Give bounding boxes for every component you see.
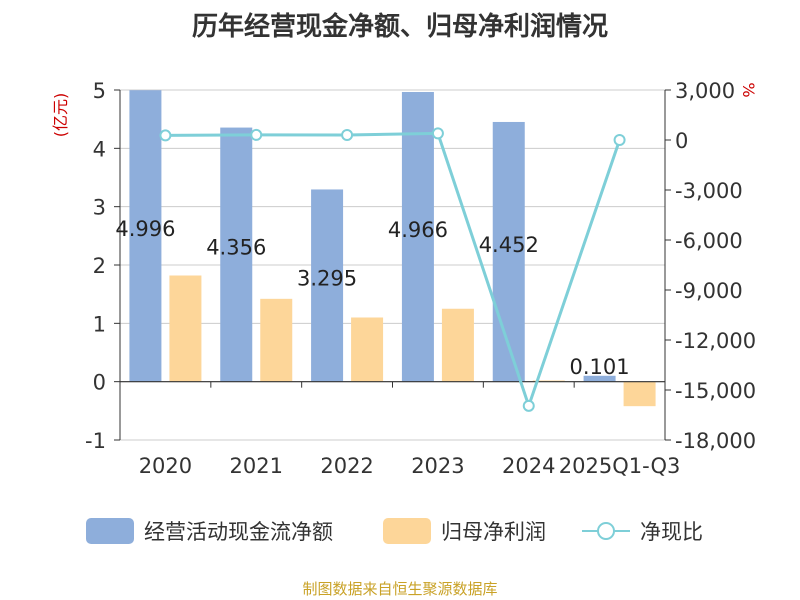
right-tick-label: 3,000 xyxy=(675,79,735,103)
right-tick-label: 0 xyxy=(675,129,688,153)
cashflow-bar xyxy=(583,375,616,382)
left-tick-label: 1 xyxy=(93,312,106,336)
legend-swatch-cashflow xyxy=(86,518,134,544)
ratio-point xyxy=(159,129,172,142)
x-tick-label: 2024 xyxy=(502,454,555,478)
left-axis-unit: (亿元) xyxy=(51,93,70,138)
profit-bar xyxy=(260,298,293,382)
profit-bar xyxy=(169,275,202,382)
cashflow-bar xyxy=(220,127,253,382)
right-tick-label: -12,000 xyxy=(675,329,756,353)
left-tick-label: -1 xyxy=(85,429,106,453)
cashflow-bar xyxy=(129,90,162,382)
ratio-point xyxy=(522,399,535,412)
right-axis-unit: % xyxy=(739,82,758,97)
cashflow-data-label: 4.452 xyxy=(479,233,539,257)
x-tick-label: 2025Q1-Q3 xyxy=(559,454,681,478)
x-tick-label: 2022 xyxy=(320,454,373,478)
profit-bars xyxy=(169,275,656,407)
legend-label-profit: 归母净利润 xyxy=(441,520,546,544)
left-tick-label: 3 xyxy=(93,196,106,220)
legend: 经营活动现金流净额 归母净利润 净现比 xyxy=(0,516,800,556)
cashflow-data-label: 4.996 xyxy=(115,217,175,241)
profit-bar xyxy=(351,317,384,382)
legend-line-icon xyxy=(582,522,630,540)
source-footer: 制图数据来自恒生聚源数据库 xyxy=(302,580,498,598)
ratio-line xyxy=(159,127,626,412)
chart-title: 历年经营现金净额、归母净利润情况 xyxy=(191,12,608,42)
legend-item-profit[interactable]: 归母净利润 xyxy=(383,516,546,546)
ratio-point xyxy=(431,127,444,140)
ratio-point xyxy=(341,129,354,141)
x-tick-label: 2021 xyxy=(230,454,283,478)
cashflow-data-label: 4.356 xyxy=(206,236,266,260)
data-labels: 4.996 4.356 3.295 4.966 4.452 0.101 xyxy=(115,217,629,379)
cashflow-data-label: 3.295 xyxy=(297,267,357,291)
cashflow-bar xyxy=(401,91,434,382)
legend-label-cashflow: 经营活动现金流净额 xyxy=(144,520,333,544)
ratio-point xyxy=(613,134,626,146)
right-tick-label: -18,000 xyxy=(675,429,756,453)
right-tick-label: -6,000 xyxy=(675,229,743,253)
legend-item-cashflow[interactable]: 经营活动现金流净额 xyxy=(86,516,333,546)
cashflow-bar xyxy=(311,189,344,382)
x-tick-label: 2020 xyxy=(139,454,192,478)
x-tick-label: 2023 xyxy=(411,454,464,478)
left-tick-label: 2 xyxy=(93,254,106,278)
cashflow-bars xyxy=(129,90,616,382)
right-tick-label: -15,000 xyxy=(675,379,756,403)
left-tick-label: 0 xyxy=(93,371,106,395)
ratio-polyline xyxy=(165,131,622,411)
cashflow-data-label: 0.101 xyxy=(570,355,630,379)
left-tick-label: 4 xyxy=(93,137,106,161)
profit-bar xyxy=(441,308,474,382)
right-tick-label: -3,000 xyxy=(675,179,743,203)
left-tick-label: 5 xyxy=(93,79,106,103)
legend-swatch-profit xyxy=(383,518,431,544)
right-tick-label: -9,000 xyxy=(675,279,743,303)
cashflow-data-label: 4.966 xyxy=(388,218,448,242)
legend-label-ratio: 净现比 xyxy=(640,520,703,544)
cashflow-bar xyxy=(492,121,525,382)
profit-bar xyxy=(623,381,656,407)
ratio-point xyxy=(250,128,263,141)
legend-item-ratio[interactable]: 净现比 xyxy=(582,516,703,546)
axes: 5 4 3 2 1 0 -1 3,000 0 -3,000 -6,000 -9,000 -12,000 -… xyxy=(85,79,756,478)
